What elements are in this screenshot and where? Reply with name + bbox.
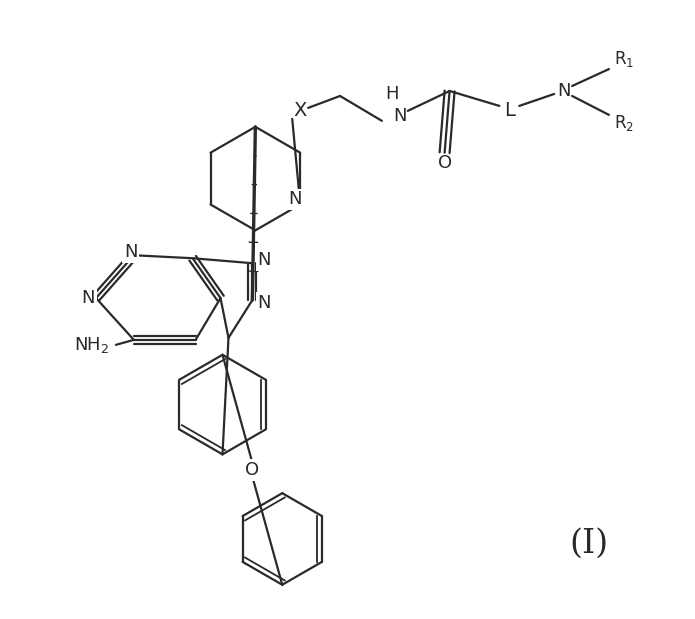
Text: N: N [557, 82, 571, 100]
Text: R$_1$: R$_1$ [614, 49, 634, 69]
Text: N: N [124, 243, 138, 261]
Text: O: O [245, 461, 259, 478]
Text: O: O [438, 154, 452, 171]
Text: X: X [293, 102, 307, 120]
Text: L: L [504, 102, 515, 120]
Text: N: N [258, 294, 271, 312]
Text: (Ⅰ): (Ⅰ) [569, 528, 609, 560]
Text: N: N [288, 191, 302, 209]
Text: H: H [385, 85, 398, 103]
Text: N: N [258, 251, 271, 269]
Text: N: N [393, 107, 407, 125]
Text: R$_2$: R$_2$ [614, 113, 634, 133]
Text: NH$_2$: NH$_2$ [74, 335, 110, 355]
Text: N: N [81, 289, 95, 307]
